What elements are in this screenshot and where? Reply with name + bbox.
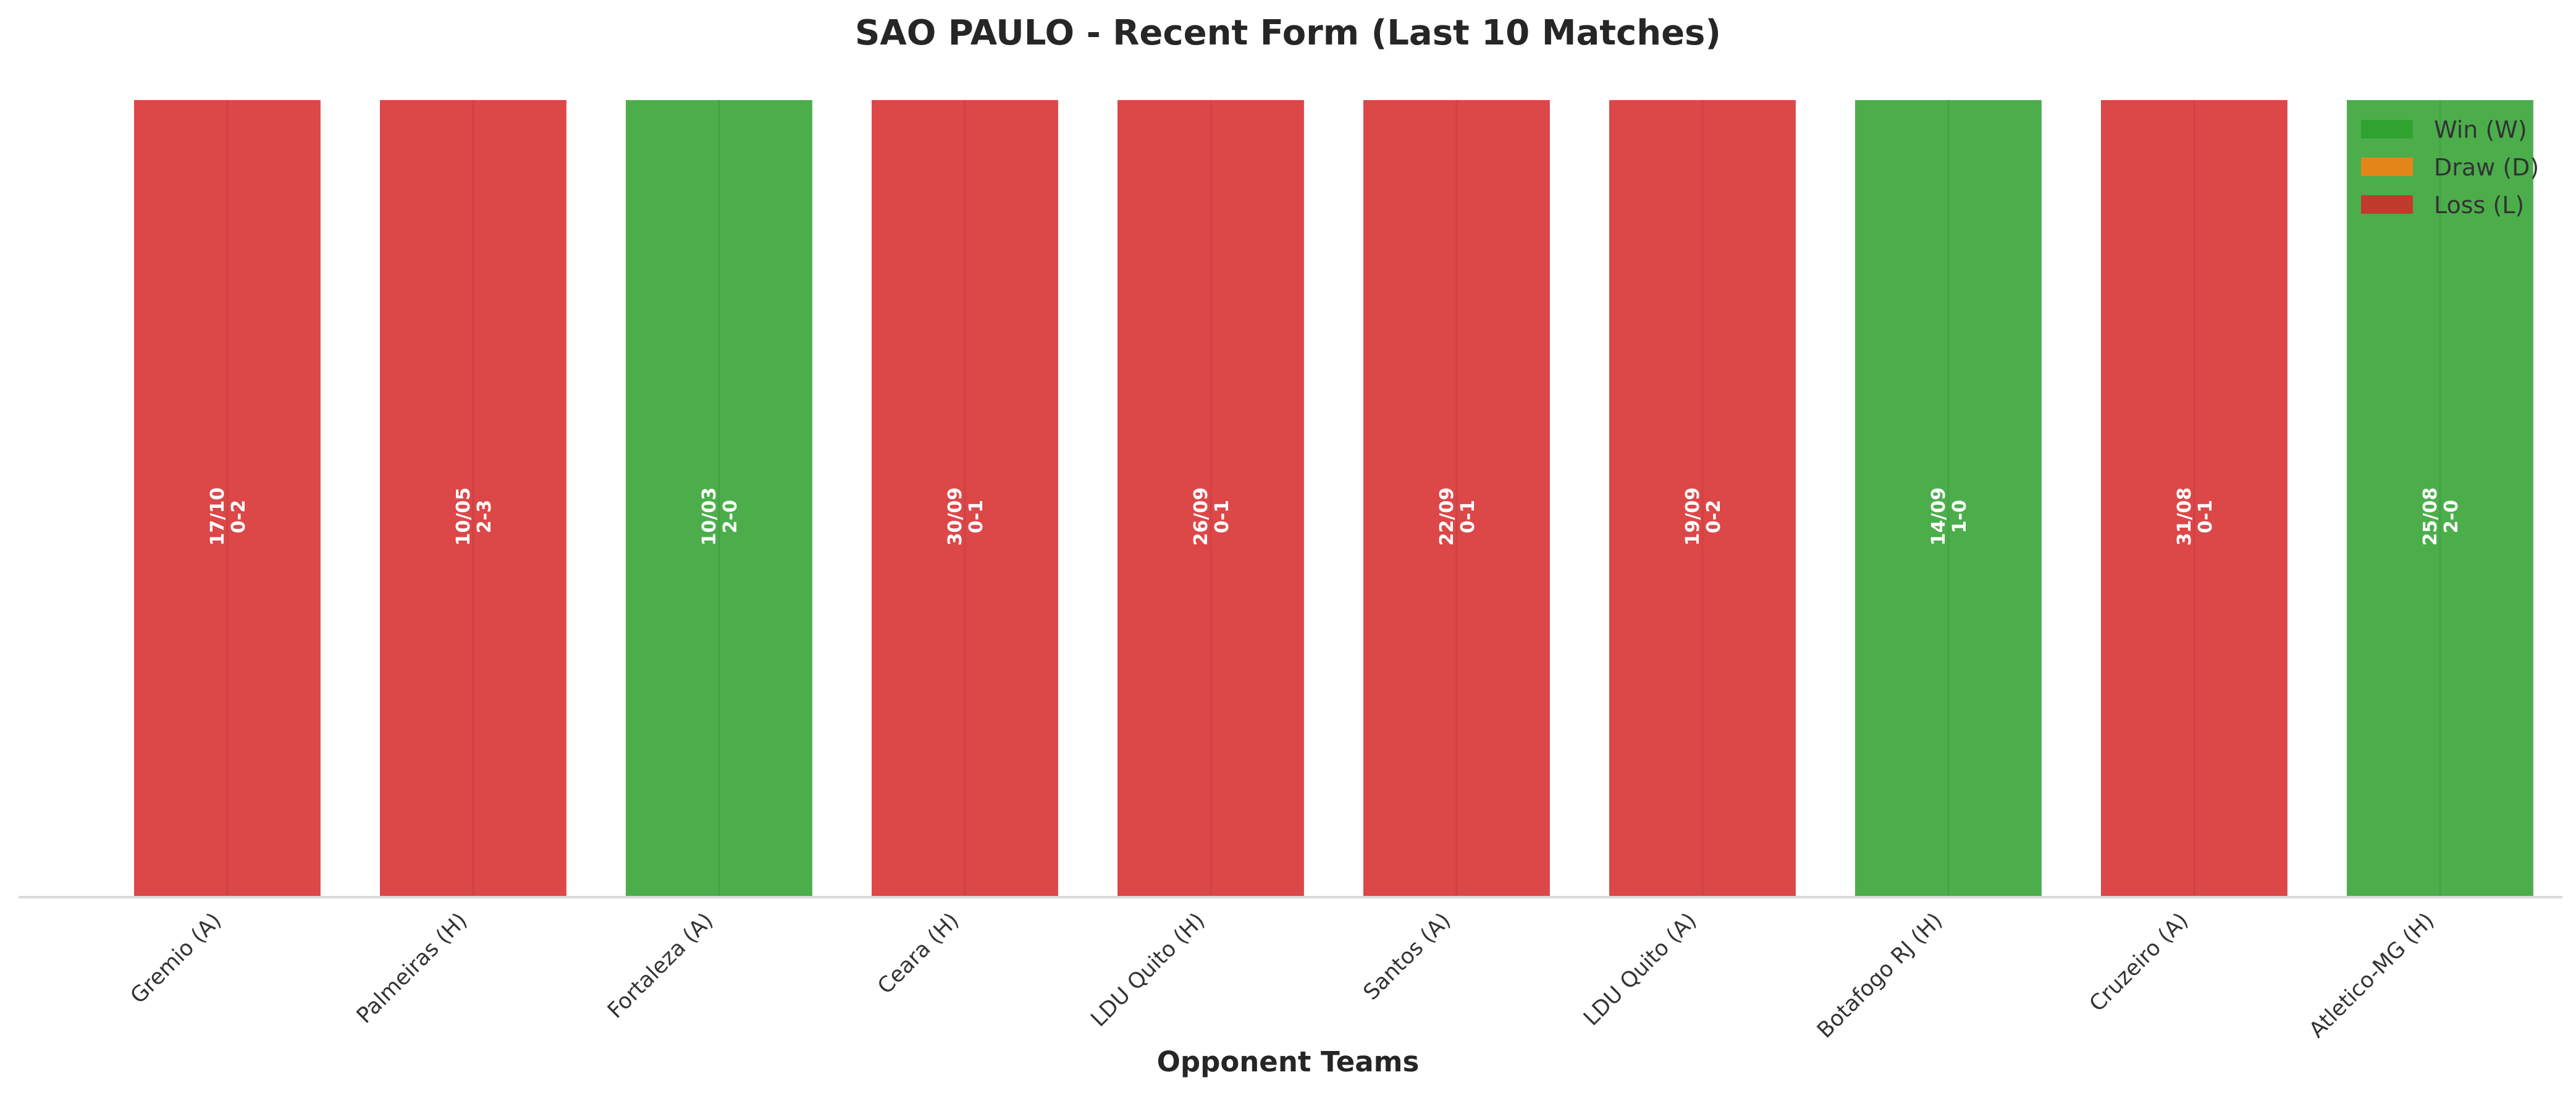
- bar-label-6: 22/09 0-1: [1436, 487, 1479, 546]
- bar-score-label: 0-1: [966, 500, 987, 533]
- bar-label-9: 31/08 0-1: [2174, 487, 2216, 546]
- bar-10: [2344, 98, 2536, 898]
- bar-score-label: 2-3: [474, 500, 495, 533]
- bar-label-8: 14/09 1-0: [1928, 487, 1971, 546]
- bar-date-label: 17/10: [207, 487, 229, 546]
- bar-7: [1607, 98, 1798, 898]
- legend-label-w: Win (W): [2434, 116, 2527, 143]
- bar-score-label: 0-2: [1703, 500, 1725, 533]
- bar-label-7: 19/09 0-2: [1682, 487, 1725, 546]
- legend-swatch-l: [2361, 195, 2413, 214]
- bar-date-label: 31/08: [2174, 487, 2195, 546]
- bar-date-label: 14/09: [1928, 487, 1950, 546]
- bar-date-label: 22/09: [1436, 487, 1458, 546]
- bar-5: [1115, 98, 1307, 898]
- bar-8: [1853, 98, 2044, 898]
- bar-score-label: 0-1: [1457, 500, 1479, 533]
- x-axis-label: Opponent Teams: [1157, 1045, 1420, 1078]
- bar-score-label: 2-0: [720, 500, 741, 533]
- bar-label-4: 30/09 0-1: [945, 487, 987, 546]
- bar-score-label: 0-2: [228, 500, 250, 533]
- bar-date-label: 10/03: [699, 487, 720, 546]
- bar-date-label: 10/05: [453, 487, 474, 546]
- bars-layer: [132, 98, 2536, 898]
- bar-date-label: 25/08: [2420, 487, 2441, 546]
- bar-1: [132, 98, 323, 898]
- bar-label-5: 26/09 0-1: [1190, 487, 1233, 546]
- bar-label-10: 25/08 2-0: [2420, 487, 2462, 546]
- bar-date-label: 19/09: [1682, 487, 1704, 546]
- legend-swatch-d: [2361, 158, 2413, 176]
- legend-swatch-w: [2361, 120, 2413, 138]
- bar-score-label: 0-1: [1211, 500, 1233, 533]
- bar-score-label: 1-0: [1949, 500, 1971, 533]
- chart-title: SAO PAULO - Recent Form (Last 10 Matches…: [855, 13, 1721, 53]
- bar-3: [623, 98, 815, 898]
- bar-labels-layer: 17/10 0-2 10/05 2-3 10/03 2-0 30/09 0-1 26/09 0-1…: [207, 487, 2462, 546]
- bar-date-label: 30/09: [945, 487, 966, 546]
- bar-label-1: 17/10 0-2: [207, 487, 250, 546]
- bar-4: [869, 98, 1061, 898]
- bar-label-3: 10/03 2-0: [699, 487, 741, 546]
- bar-label-2: 10/05 2-3: [453, 487, 495, 546]
- legend-label-d: Draw (D): [2434, 154, 2539, 181]
- bar-6: [1361, 98, 1552, 898]
- bar-score-label: 2-0: [2441, 500, 2462, 533]
- legend-label-l: Loss (L): [2434, 192, 2524, 219]
- legend: Win (W) Draw (D) Loss (L): [2361, 116, 2539, 219]
- bar-date-label: 26/09: [1190, 487, 1212, 546]
- bar-9: [2098, 98, 2290, 898]
- bar-score-label: 0-1: [2195, 500, 2216, 533]
